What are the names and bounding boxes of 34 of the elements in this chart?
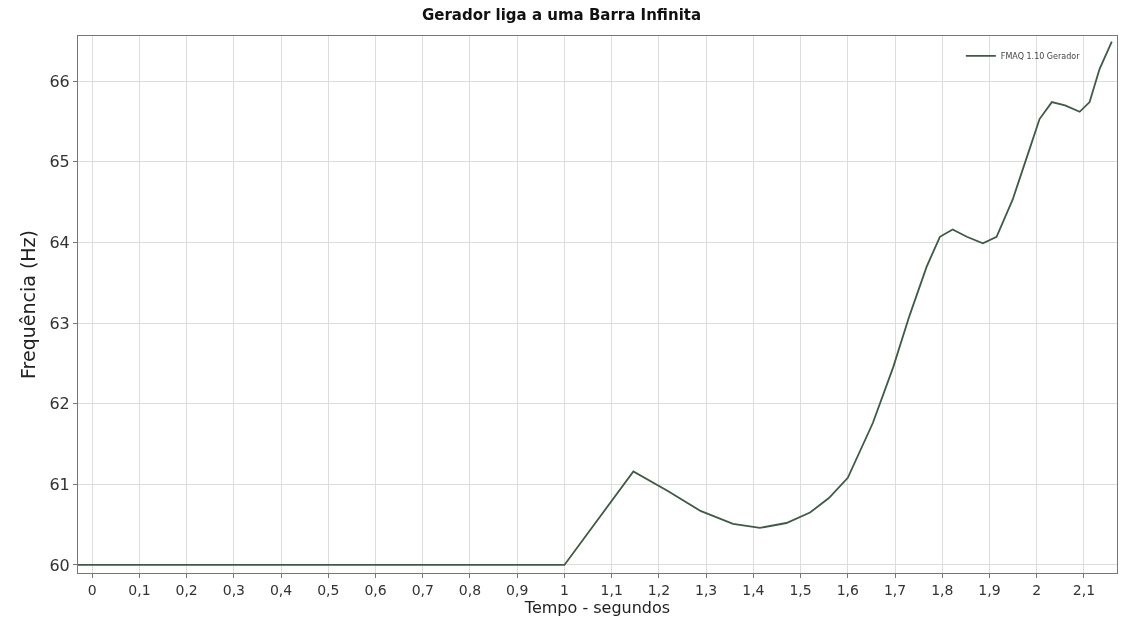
x-tick-label: 2: [1032, 581, 1042, 598]
x-tick-label: 0,2: [175, 581, 198, 598]
x-tick-label: 0,7: [411, 581, 434, 598]
y-tick-label: 63: [49, 313, 70, 333]
x-tick-label: 0,5: [317, 581, 340, 598]
x-tick-label: 1,1: [600, 581, 623, 598]
x-tick-label: 1,8: [931, 581, 954, 598]
y-tick-label: 60: [49, 555, 70, 575]
legend-label: FMAQ 1.10 Gerador: [1000, 51, 1081, 61]
x-tick-label: 0,6: [364, 581, 387, 598]
x-tick-label: 0,4: [269, 581, 293, 598]
y-axis-title: Frequência (Hz): [17, 230, 40, 379]
y-tick-label: 61: [49, 474, 70, 494]
x-tick-label: 2,1: [1072, 581, 1096, 598]
x-tick-label: 0,8: [458, 581, 482, 598]
y-tick-label: 65: [49, 152, 70, 172]
x-tick-label: 1,2: [647, 581, 671, 598]
x-tick-label: 1,9: [978, 581, 1001, 598]
x-tick-label: 1,5: [789, 581, 812, 598]
x-tick-label: 1,6: [836, 581, 860, 598]
y-tick-label: 66: [49, 71, 70, 91]
x-tick-label: 0,9: [506, 581, 529, 598]
x-tick-label: 1,4: [742, 581, 765, 598]
x-tick-label: 1,7: [883, 581, 907, 598]
chart-title: Gerador liga a uma Barra Infinita: [421, 6, 702, 25]
x-axis-title: Tempo - segundos: [523, 597, 671, 617]
y-tick-label: 62: [49, 394, 70, 414]
x-tick-label: 1,3: [694, 581, 718, 598]
x-tick-label: 1: [559, 581, 569, 598]
x-tick-label: 0,3: [222, 581, 245, 598]
y-tick-label: 64: [49, 233, 70, 253]
line-series: [78, 40, 1113, 566]
x-tick-label: 0: [87, 581, 97, 598]
x-tick-label: 0,1: [128, 581, 151, 598]
